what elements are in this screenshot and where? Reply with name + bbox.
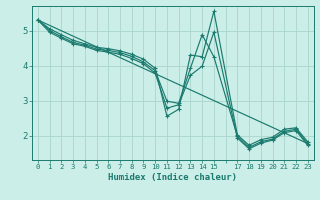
X-axis label: Humidex (Indice chaleur): Humidex (Indice chaleur) xyxy=(108,173,237,182)
